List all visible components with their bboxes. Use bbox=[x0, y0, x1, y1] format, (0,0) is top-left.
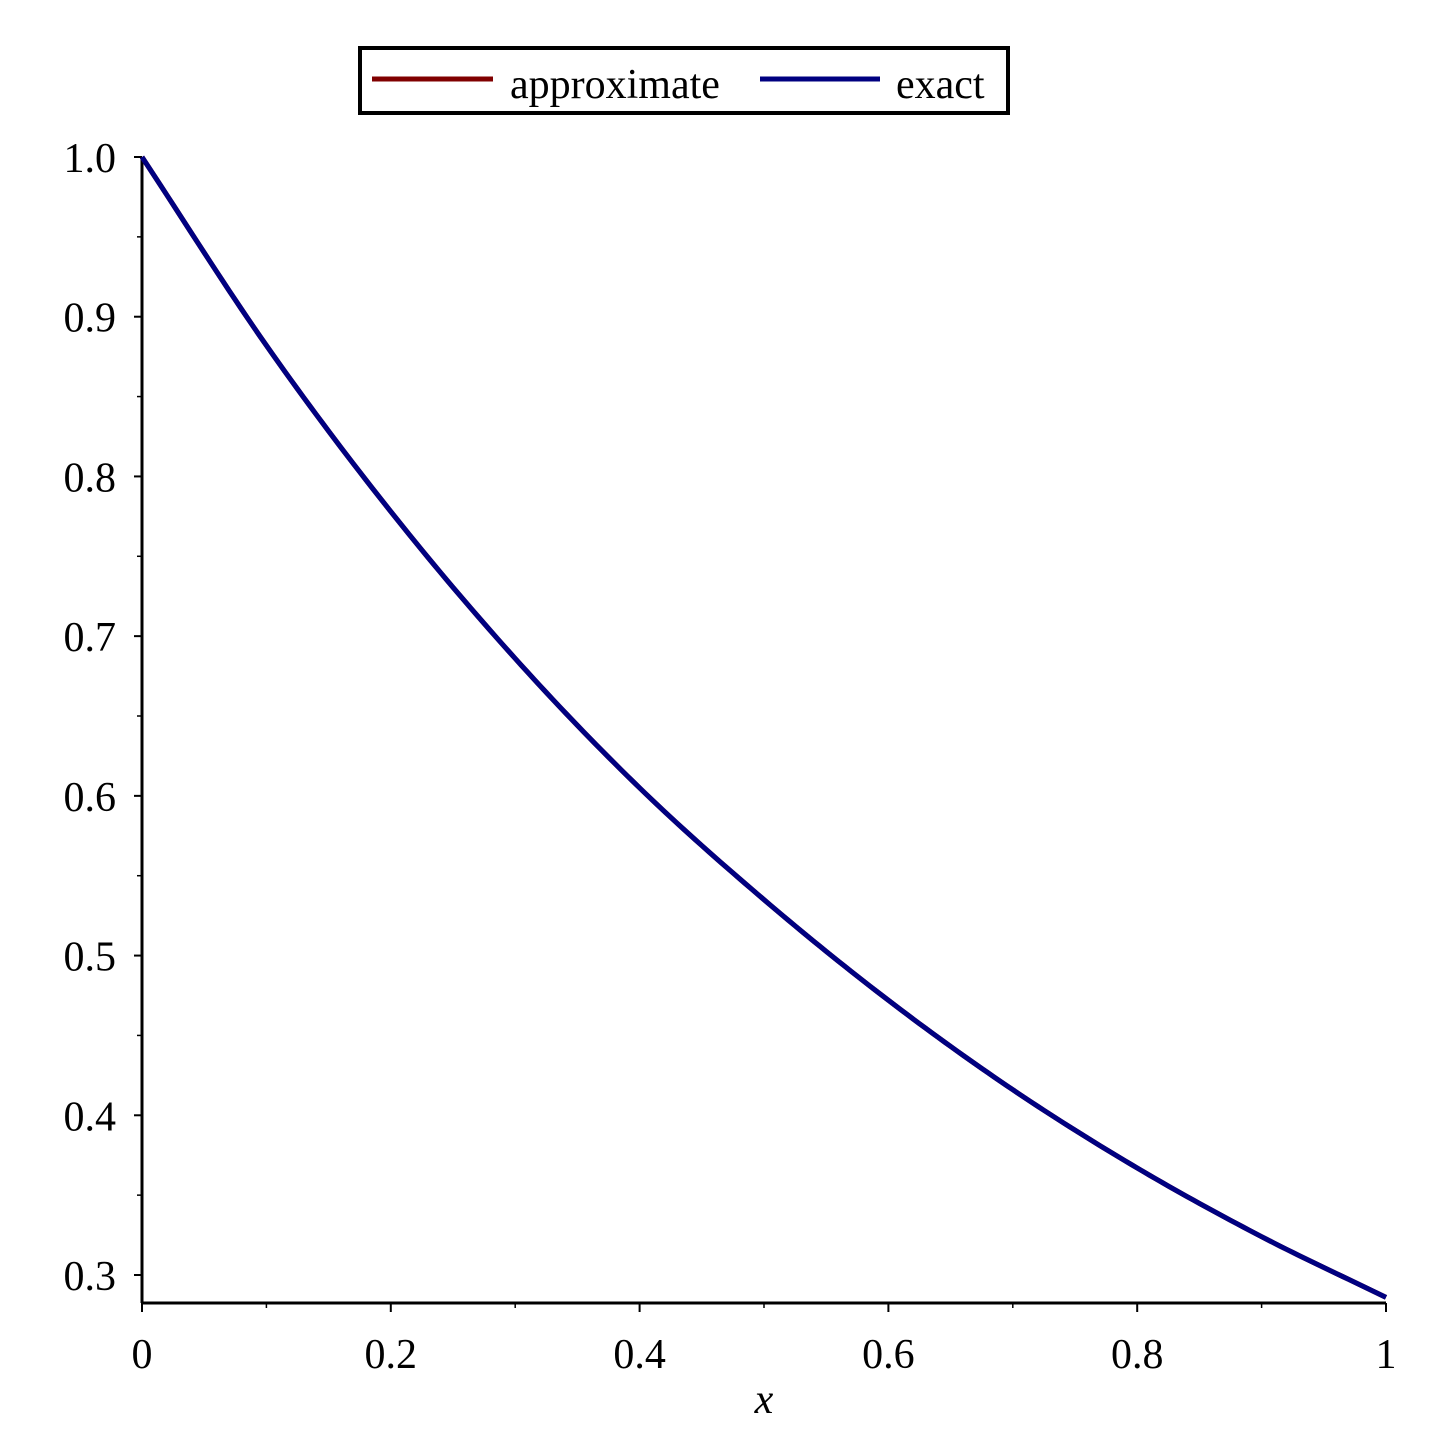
y-tick-label: 0.5 bbox=[64, 935, 117, 981]
axes bbox=[140, 157, 1386, 1305]
legend: approximate exact bbox=[358, 46, 1010, 115]
x-tick-label: 0 bbox=[132, 1332, 153, 1378]
series-line-approximate bbox=[139, 155, 1388, 1300]
series-line-exact bbox=[139, 155, 1388, 1300]
y-tick-label: 0.4 bbox=[64, 1094, 117, 1140]
y-tick-label: 0.9 bbox=[64, 296, 117, 342]
y-ticks: 0.3 0.4 0.5 0.6 0.7 0.8 0.9 1.0 bbox=[64, 136, 142, 1300]
x-tick-label: 0.2 bbox=[365, 1332, 418, 1378]
series-layer bbox=[139, 155, 1388, 1300]
x-tick-label: 0.8 bbox=[1111, 1332, 1164, 1378]
y-tick-label: 0.3 bbox=[64, 1254, 117, 1300]
legend-label-approximate: approximate bbox=[510, 62, 720, 108]
y-tick-label: 0.7 bbox=[64, 615, 117, 661]
x-axis-title: x bbox=[754, 1377, 774, 1423]
legend-label-exact: exact bbox=[896, 62, 985, 108]
x-ticks: 0 0.2 0.4 0.6 0.8 1 bbox=[132, 1303, 1397, 1378]
x-tick-label: 1 bbox=[1376, 1332, 1397, 1378]
y-tick-label: 0.6 bbox=[64, 775, 117, 821]
x-tick-label: 0.4 bbox=[613, 1332, 666, 1378]
y-tick-label: 0.8 bbox=[64, 455, 117, 501]
x-tick-label: 0.6 bbox=[862, 1332, 915, 1378]
y-tick-label: 1.0 bbox=[64, 136, 117, 182]
